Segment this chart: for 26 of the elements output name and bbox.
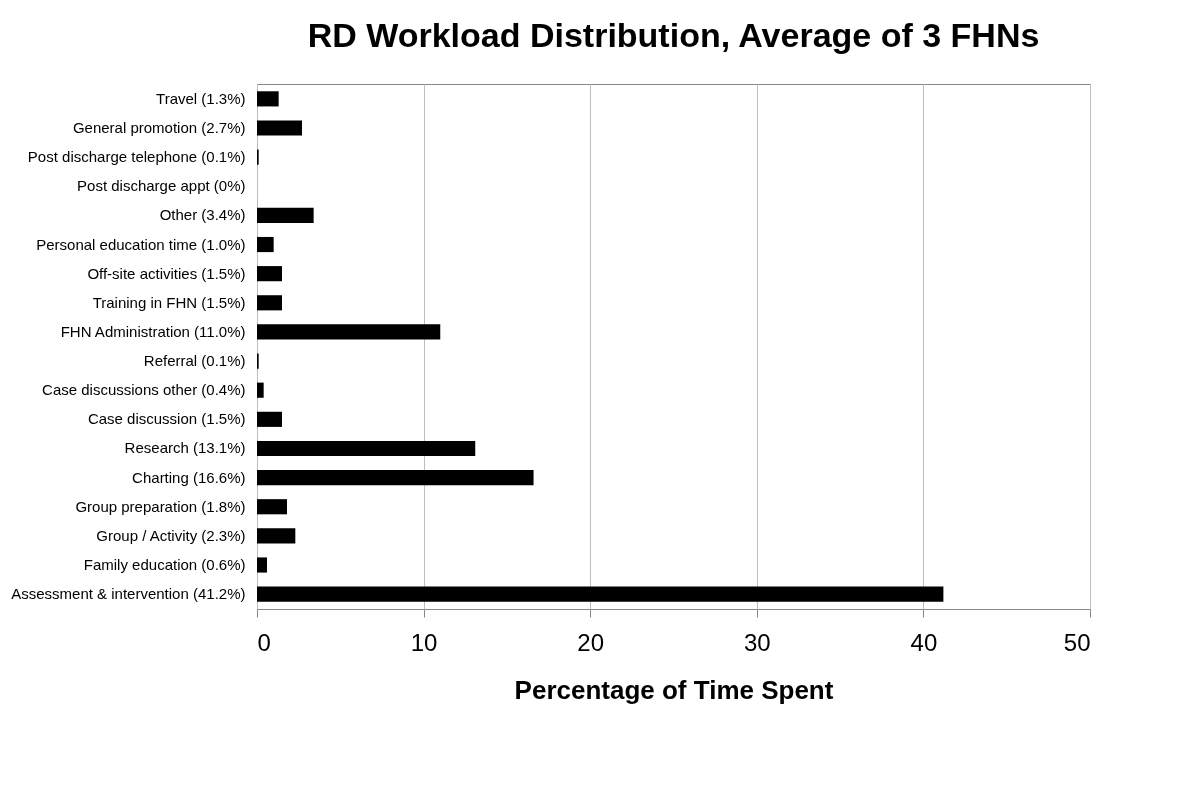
x-tick-label: 30 [743,628,771,656]
y-tick-label: Group / Activity (2.3%) [96,526,246,544]
y-tick-label: Post discharge appt (0%) [77,177,246,195]
x-axis-title: Percentage of Time Spent [514,674,834,705]
y-tick-label: Assessment & intervention (41.2%) [11,585,246,603]
x-tick-label: 10 [410,628,438,656]
x-tick-label: 50 [1063,628,1091,656]
y-tick-label: Travel (1.3%) [156,89,246,107]
y-tick-label: Post discharge telephone (0.1%) [27,148,246,166]
x-tick-label: 40 [910,628,938,656]
y-tick-label: Other (3.4%) [159,206,246,224]
y-tick-label: Research (13.1%) [124,439,246,457]
y-tick-label: Training in FHN (1.5%) [92,293,246,311]
y-tick-label: General promotion (2.7%) [72,118,246,136]
chart-title: RD Workload Distribution, Average of 3 FHNs [307,16,1040,54]
y-tick-label: Case discussions other (0.4%) [42,381,246,399]
y-tick-label: Case discussion (1.5%) [87,410,246,428]
y-tick-label: Referral (0.1%) [143,352,246,370]
y-tick-label: Off-site activities (1.5%) [87,264,246,282]
y-tick-label: Charting (16.6%) [132,468,246,486]
y-tick-label: Group preparation (1.8%) [75,497,246,515]
x-tick-label: 0 [257,628,271,656]
x-tick-label: 20 [577,628,605,656]
y-tick-label: FHN Administration (11.0%) [60,322,246,340]
y-tick-label: Personal education time (1.0%) [36,235,246,253]
y-tick-label: Family education (0.6%) [83,556,246,574]
